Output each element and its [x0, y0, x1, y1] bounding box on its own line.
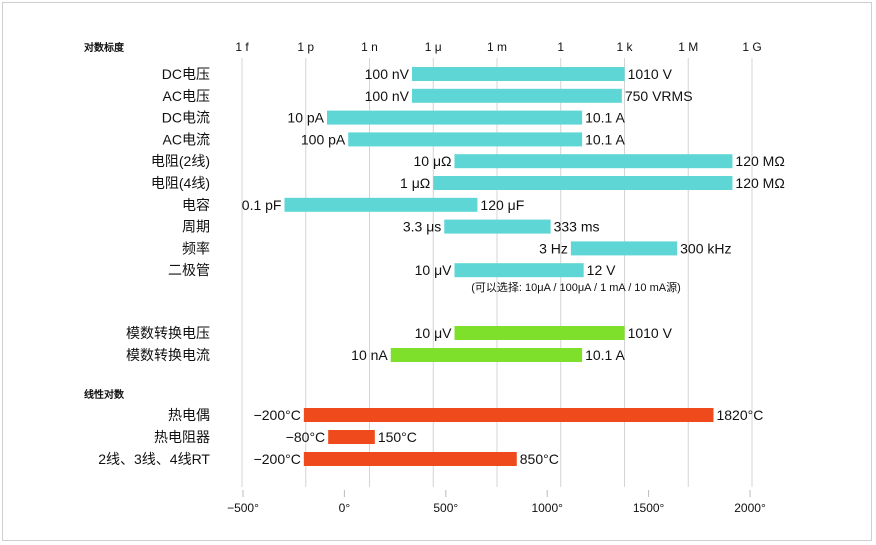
range-min-label: −200°C: [254, 407, 301, 423]
row-name: 模数转换电压: [126, 325, 210, 341]
log-tick-label: 1 n: [361, 40, 378, 54]
range-min-label: 100 nV: [365, 66, 410, 82]
log-tick-label: 1 p: [297, 40, 314, 54]
range-max-label: 850°C: [520, 451, 559, 467]
row-name: 电阻(2线): [151, 153, 210, 169]
linear-tick-label: −500°: [227, 501, 259, 515]
row-name: 2线、3线、4线RT: [98, 451, 210, 467]
range-bar: [412, 67, 625, 81]
section-label-log: 对数标度: [84, 41, 125, 54]
range-bar: [433, 176, 733, 190]
range-min-label: −80°C: [286, 429, 325, 445]
range-min-label: 3 Hz: [539, 240, 568, 256]
range-min-label: 10 pA: [287, 110, 324, 126]
row-name: 热电偶: [168, 407, 210, 423]
log-tick-label: 1 f: [235, 40, 249, 54]
diode-source-note: (可以选择: 10μA / 100μA / 1 mA / 10 mA源): [471, 280, 681, 294]
row-name: 电阻(4线): [151, 175, 210, 191]
range-min-label: 10 nA: [351, 347, 388, 363]
range-max-label: 10.1 A: [585, 131, 625, 147]
range-bar: [390, 348, 583, 362]
log-tick-label: 1 m: [487, 40, 507, 54]
range-min-label: 10 μV: [415, 325, 453, 341]
range-max-label: 12 V: [587, 262, 616, 278]
range-max-label: 150°C: [378, 429, 417, 445]
range-max-label: 120 MΩ: [735, 153, 784, 169]
log-tick-label: 1 G: [742, 40, 761, 54]
linear-tick-label: 2000°: [734, 501, 766, 515]
range-max-label: 120 μF: [480, 197, 524, 213]
range-min-label: 10 μV: [415, 262, 453, 278]
range-bar: [303, 452, 517, 466]
log-tick-label: 1 M: [678, 40, 698, 54]
range-bar: [348, 132, 583, 147]
range-min-label: 10 μΩ: [414, 153, 452, 169]
range-max-label: 750 VRMS: [625, 88, 693, 104]
range-max-label: 10.1 A: [585, 347, 625, 363]
range-bar: [303, 408, 714, 422]
range-max-label: 120 MΩ: [735, 175, 784, 191]
log-tick-label: 1: [557, 40, 564, 54]
range-min-label: 100 nV: [365, 88, 410, 104]
range-bar: [284, 197, 478, 212]
range-max-label: 300 kHz: [680, 240, 731, 256]
range-bar: [454, 154, 733, 169]
linear-tick-label: 0°: [339, 501, 351, 515]
range-min-label: 0.1 pF: [242, 197, 282, 213]
linear-tick-label: 1000°: [531, 501, 563, 515]
range-bar: [454, 263, 584, 278]
range-max-label: 1010 V: [628, 325, 673, 341]
row-name: DC电流: [162, 110, 210, 126]
range-min-label: 3.3 μs: [403, 219, 441, 235]
row-name: 周期: [182, 219, 210, 235]
range-max-label: 1010 V: [628, 66, 673, 82]
row-name: DC电压: [162, 66, 210, 82]
row-name: 频率: [182, 240, 210, 256]
log-tick-label: 1 k: [616, 40, 633, 54]
range-max-label: 10.1 A: [585, 110, 625, 126]
range-bar: [412, 88, 622, 103]
range-max-label: 1820°C: [716, 407, 763, 423]
linear-tick-label: 1500°: [633, 501, 665, 515]
range-bar: [328, 430, 375, 444]
row-name: 模数转换电流: [126, 347, 210, 363]
range-min-label: 100 pA: [301, 131, 346, 147]
range-bar: [570, 241, 678, 256]
row-name: AC电流: [163, 131, 210, 147]
range-bar: [444, 219, 551, 234]
linear-tick-label: 500°: [433, 501, 458, 515]
row-name: 热电阻器: [154, 429, 210, 445]
section-label-linear: 线性对数: [84, 388, 125, 401]
row-name: 电容: [182, 197, 210, 213]
range-max-label: 333 ms: [554, 219, 600, 235]
range-min-label: 1 μΩ: [400, 175, 430, 191]
row-name: 二极管: [168, 262, 210, 278]
range-min-label: −200°C: [254, 451, 301, 467]
row-name: AC电压: [163, 88, 210, 104]
range-bar: [454, 326, 625, 340]
range-bar: [327, 110, 583, 125]
log-tick-label: 1 μ: [425, 40, 442, 54]
